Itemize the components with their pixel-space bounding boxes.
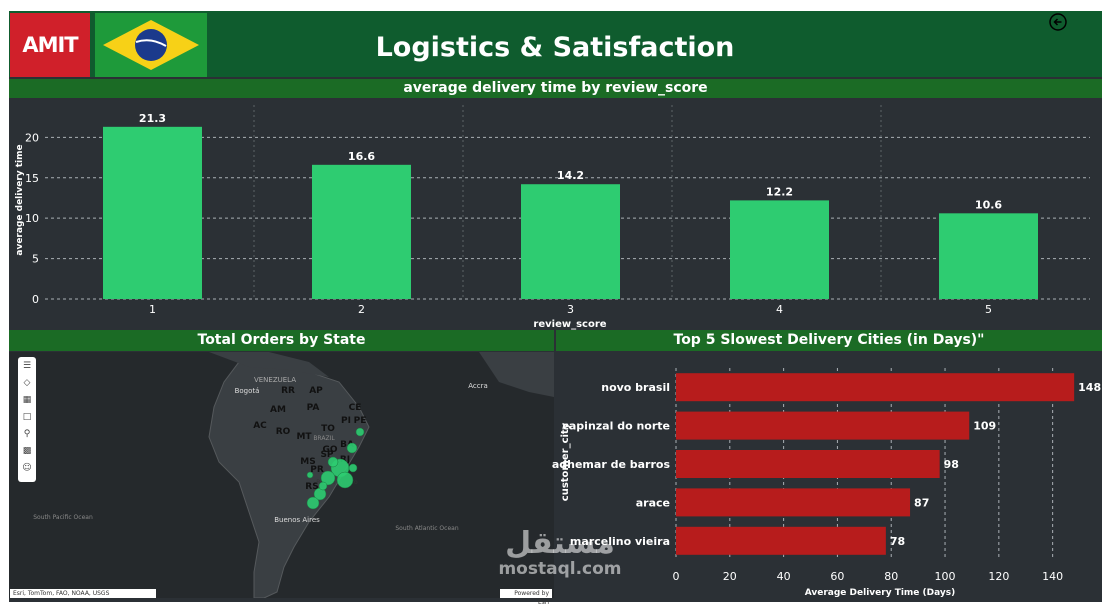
watermark-arabic: مستقل <box>505 526 615 561</box>
city-chart-title: Top 5 Slowest Delivery Cities (in Days)" <box>556 330 1102 351</box>
select-icon[interactable]: □ <box>22 411 32 422</box>
page-title: Logistics & Satisfaction <box>375 32 735 63</box>
orders-map[interactable] <box>9 352 554 598</box>
layers-icon[interactable]: ◇ <box>23 377 31 388</box>
map-powered-by: Powered by Esri <box>500 589 552 606</box>
menu-icon[interactable]: ☰ <box>22 360 32 371</box>
chart-icon[interactable]: ▩ <box>22 445 32 456</box>
person-icon[interactable]: ☺ <box>22 462 32 473</box>
map-toolbar: ☰ ◇ ▦ □ ⚲ ▩ ☺ <box>18 357 36 482</box>
search-icon[interactable]: ⚲ <box>23 428 31 439</box>
logo-text: AMIT <box>22 33 78 57</box>
watermark-latin: mostaql.com <box>498 559 622 579</box>
map-attribution: Esri, TomTom, FAO, NOAA, USGS <box>10 589 156 598</box>
top-chart-title: average delivery time by review_score <box>9 79 1102 98</box>
grid-icon[interactable]: ▦ <box>22 394 32 405</box>
brazil-flag-icon <box>95 13 207 77</box>
map-title: Total Orders by State <box>9 330 554 351</box>
mostaql-watermark: مستقل mostaql.com <box>490 526 630 579</box>
amit-logo: AMIT <box>10 13 90 77</box>
back-arrow-circle-icon[interactable] <box>1048 12 1068 32</box>
